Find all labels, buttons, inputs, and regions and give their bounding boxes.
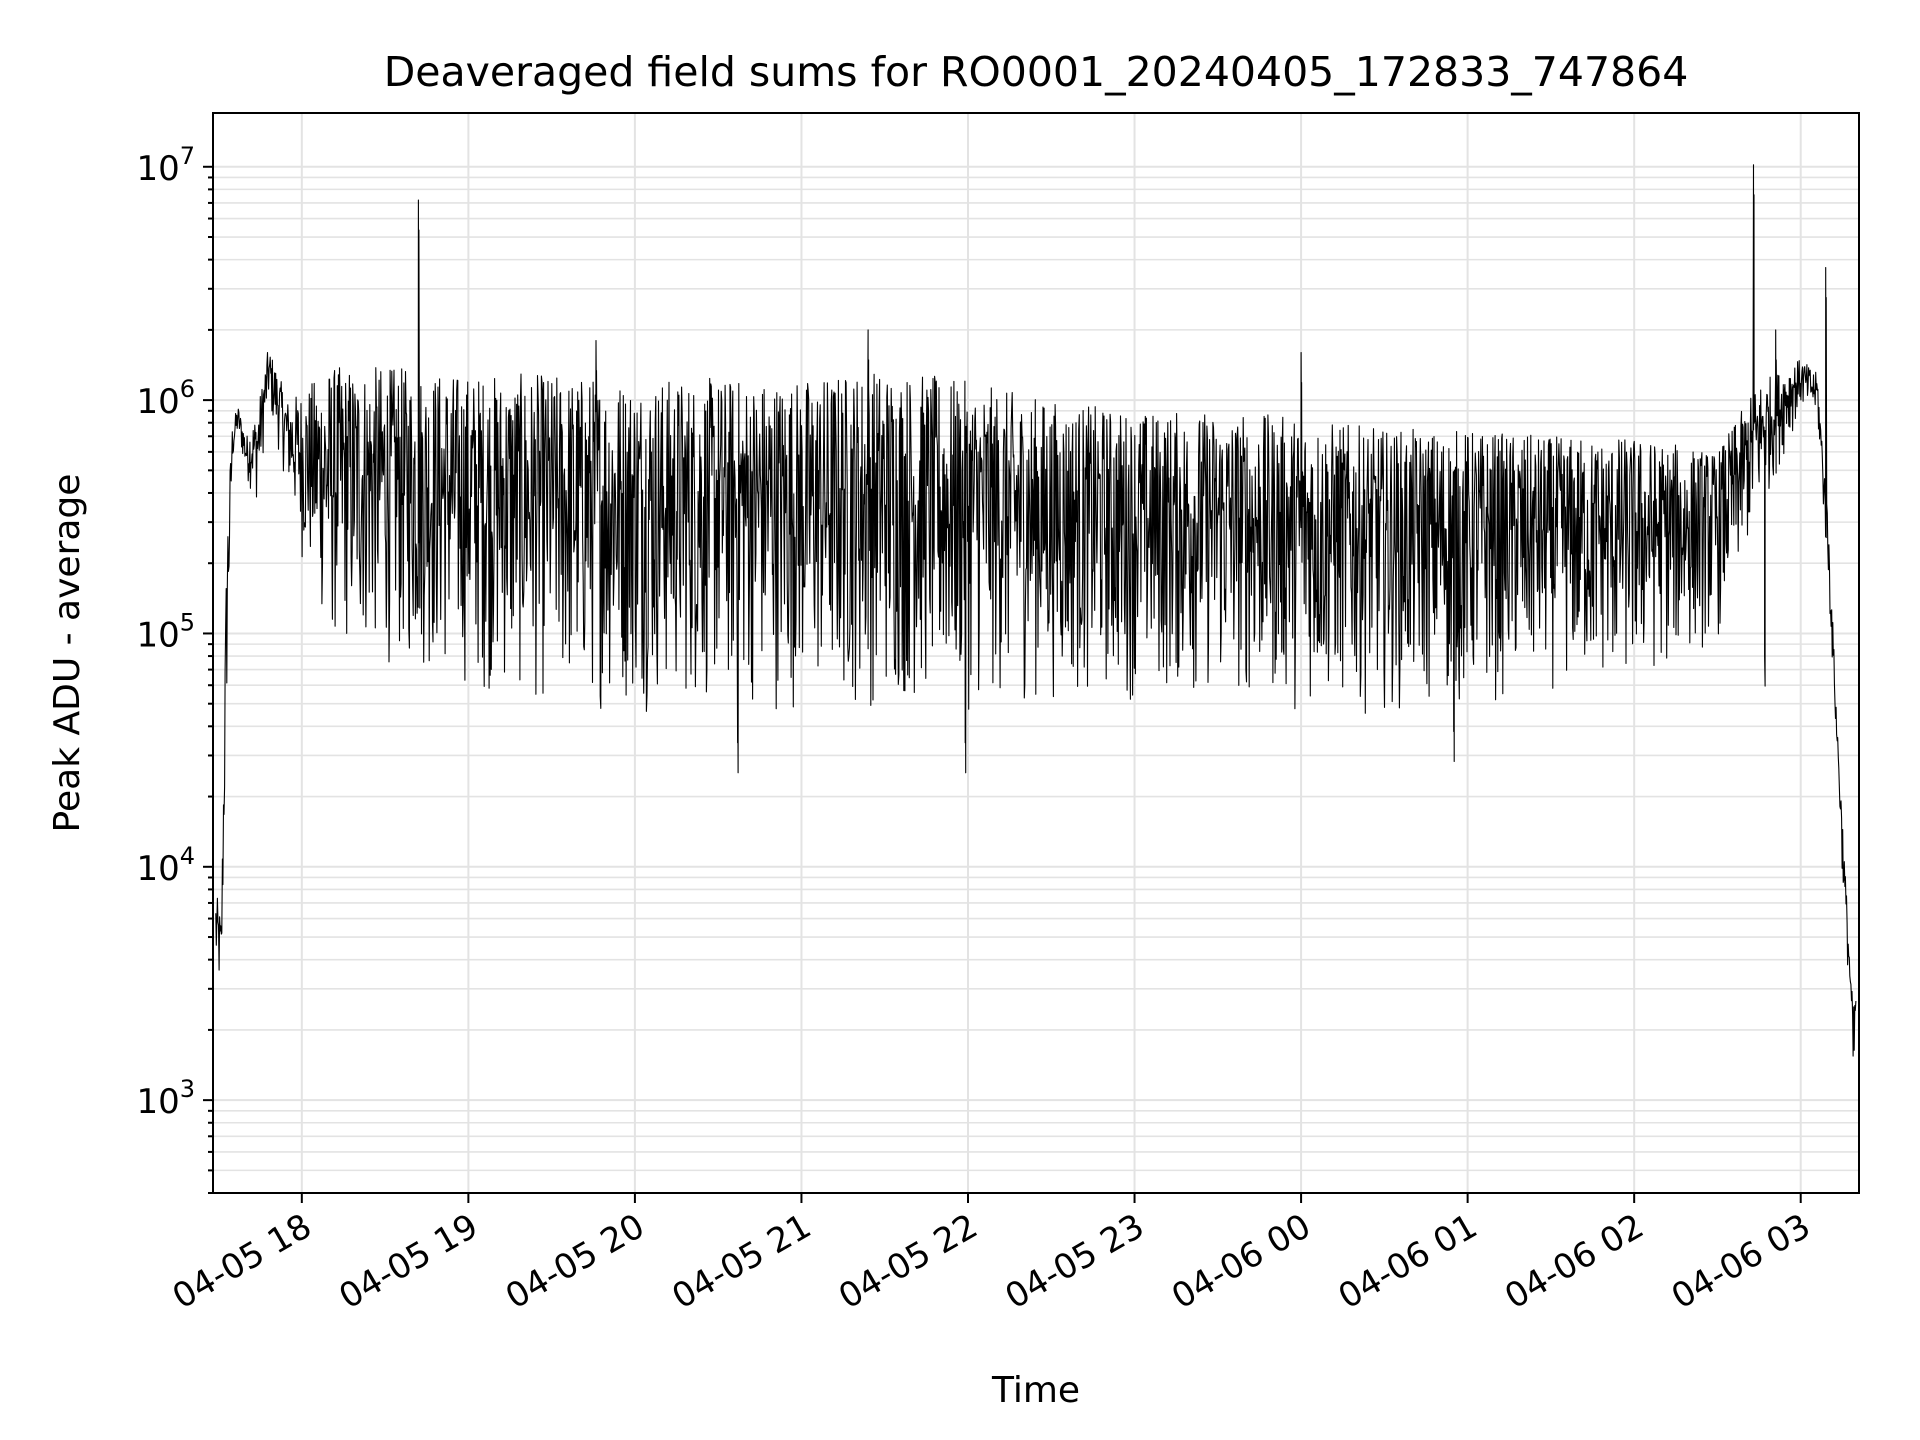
chart-title: Deaveraged field sums for RO0001_2024040… — [384, 48, 1689, 96]
series-line — [215, 164, 1857, 1057]
y-tick-label-exponent: 3 — [180, 1075, 195, 1103]
y-tick-label-exponent: 7 — [180, 142, 195, 170]
y-tick-label-base: 10 — [136, 1082, 179, 1122]
y-tick-label: 107 — [136, 142, 195, 189]
series-path — [215, 164, 1857, 1057]
y-tick-label: 103 — [136, 1075, 195, 1122]
plot-frame — [212, 112, 1860, 1194]
y-tick-label-base: 10 — [136, 382, 179, 422]
y-tick-label: 104 — [136, 842, 195, 889]
y-tick-label: 105 — [136, 608, 195, 655]
y-tick-label-base: 10 — [136, 849, 179, 889]
x-axis-label: Time — [991, 1370, 1080, 1411]
y-tick-label-exponent: 6 — [180, 375, 195, 403]
y-tick-label-exponent: 5 — [180, 608, 195, 636]
y-tick-label-base: 10 — [136, 615, 179, 655]
y-tick-label: 106 — [136, 375, 195, 422]
y-axis-label: Peak ADU - average — [47, 474, 88, 833]
y-tick-label-base: 10 — [136, 149, 179, 189]
y-tick-label-exponent: 4 — [180, 842, 195, 870]
